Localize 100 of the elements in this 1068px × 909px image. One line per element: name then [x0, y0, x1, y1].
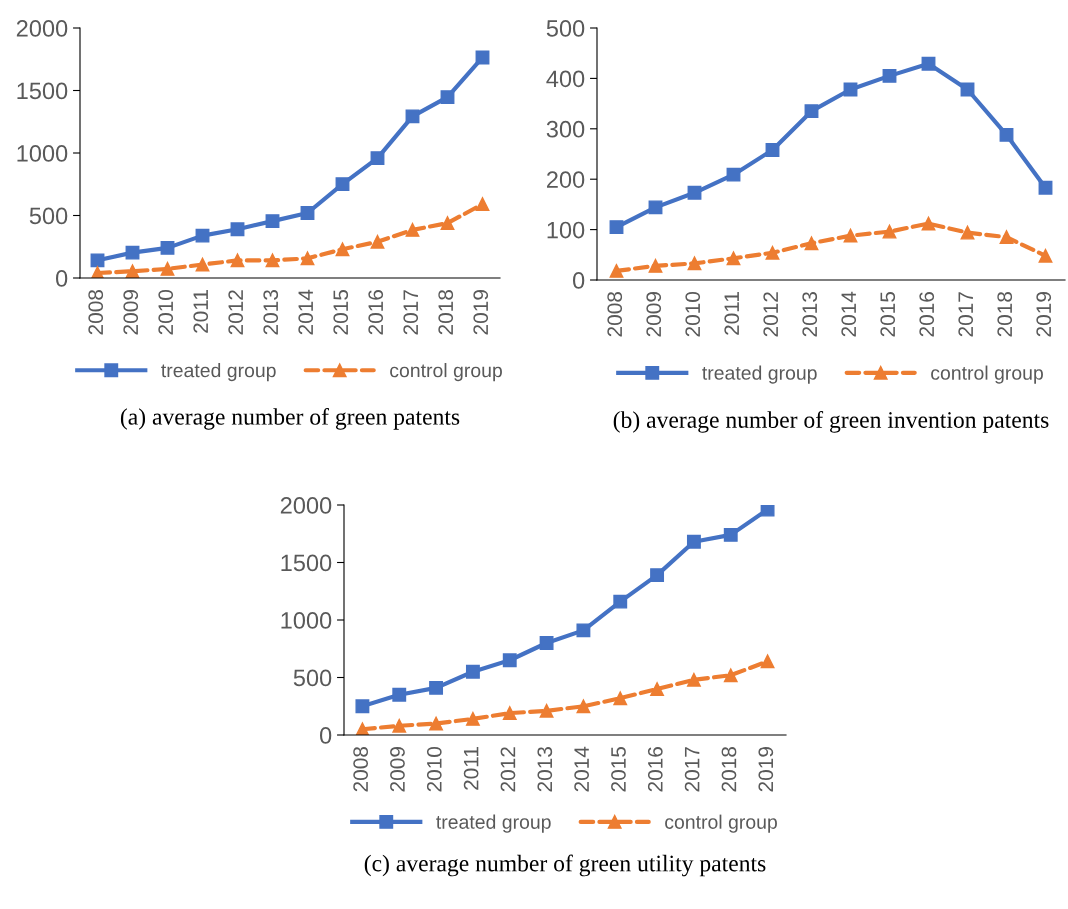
point — [723, 668, 738, 683]
y-tick-label: 100 — [547, 221, 585, 239]
point — [723, 527, 738, 542]
point — [429, 680, 444, 695]
x-tick-label: 2010 — [158, 289, 174, 335]
x-tick-label: 2014 — [574, 746, 590, 792]
y-tick-label: 0 — [572, 272, 585, 289]
point — [765, 245, 780, 260]
x-tick-label: 2018 — [721, 747, 737, 792]
x-tick-label: 2019 — [473, 290, 489, 335]
y-tick-label: 0 — [55, 270, 68, 287]
point — [125, 245, 140, 260]
x-tick-label: 2009 — [390, 747, 405, 792]
x-tick-label: 2019 — [758, 747, 774, 792]
point — [921, 56, 936, 71]
x-tick-label: 2012 — [500, 747, 516, 792]
point — [465, 711, 480, 726]
point — [539, 703, 554, 718]
point — [539, 636, 554, 650]
point — [265, 214, 280, 229]
y-tick-label: 500 — [293, 669, 332, 687]
point — [195, 228, 210, 243]
point — [392, 718, 407, 733]
x-tick-label: 2015 — [880, 291, 896, 337]
point — [465, 664, 480, 679]
point — [648, 258, 663, 273]
y-tick-label: 300 — [546, 120, 585, 138]
point — [1038, 180, 1053, 195]
x-tick-label: 2013 — [802, 292, 818, 337]
point — [687, 185, 702, 200]
point — [609, 263, 624, 278]
point — [576, 699, 591, 714]
point — [765, 143, 780, 157]
point — [613, 594, 628, 609]
point — [300, 251, 315, 266]
y-tick-label: 2000 — [16, 20, 68, 37]
point — [335, 177, 350, 192]
point — [882, 224, 897, 239]
point — [648, 200, 663, 215]
x-tick-label: 2014 — [841, 291, 857, 337]
y-tick-label: 1000 — [17, 145, 68, 162]
x-tick-label: 2011 — [724, 292, 740, 335]
point — [804, 236, 819, 251]
point — [440, 216, 455, 231]
point — [726, 167, 741, 182]
x-tick-label: 2018 — [438, 290, 454, 335]
point — [1038, 248, 1053, 263]
legend-label: control group — [665, 814, 777, 833]
y-tick-label: 2000 — [280, 497, 332, 514]
point — [355, 699, 370, 714]
point — [370, 234, 385, 249]
point — [429, 716, 444, 731]
point — [502, 706, 517, 721]
point — [760, 505, 775, 517]
text: (a) average number of green patents — [120, 408, 460, 430]
x-tick-label: 2009 — [123, 290, 139, 335]
point — [195, 257, 210, 272]
point — [686, 672, 701, 687]
legend-label: treated group — [436, 814, 551, 833]
x-tick-label: 2019 — [1036, 292, 1052, 337]
point — [650, 568, 665, 583]
y-tick-label: 200 — [546, 171, 585, 188]
x-tick-label: 2017 — [403, 290, 419, 335]
point — [335, 242, 350, 257]
point — [125, 264, 140, 278]
point — [613, 691, 628, 706]
y-tick-label: 0 — [319, 727, 332, 744]
text: (b) average number of green invention patents — [613, 411, 1049, 433]
y-tick-label: 500 — [29, 207, 68, 225]
point — [392, 687, 407, 702]
x-tick-label: 2017 — [684, 747, 700, 792]
point — [502, 653, 517, 668]
point — [804, 104, 819, 119]
point — [265, 253, 280, 268]
text: (c) average number of green utility patents — [364, 854, 766, 877]
point — [686, 534, 701, 549]
y-tick-label: 1000 — [281, 612, 332, 629]
point — [999, 230, 1014, 245]
legend-label: treated group — [161, 363, 276, 382]
point — [160, 240, 175, 255]
x-tick-label: 2012 — [228, 290, 244, 335]
point — [160, 261, 175, 276]
point — [90, 253, 105, 268]
x-tick-label: 2012 — [763, 292, 779, 337]
legend-label: control group — [931, 365, 1043, 384]
x-tick-label: 2014 — [298, 289, 314, 335]
x-tick-label: 2018 — [997, 292, 1013, 337]
x-tick-label: 2008 — [88, 290, 104, 335]
y-tick-label: 500 — [546, 20, 585, 37]
x-tick-label: 2015 — [333, 289, 349, 335]
point — [726, 251, 741, 266]
point — [960, 225, 975, 240]
x-tick-label: 2015 — [611, 746, 626, 792]
point — [576, 623, 591, 638]
point — [405, 109, 420, 124]
x-tick-label: 2011 — [193, 290, 209, 333]
point — [609, 220, 624, 235]
point — [440, 90, 455, 105]
y-tick-label: 1500 — [17, 82, 68, 100]
x-tick-label: 2016 — [919, 292, 935, 337]
